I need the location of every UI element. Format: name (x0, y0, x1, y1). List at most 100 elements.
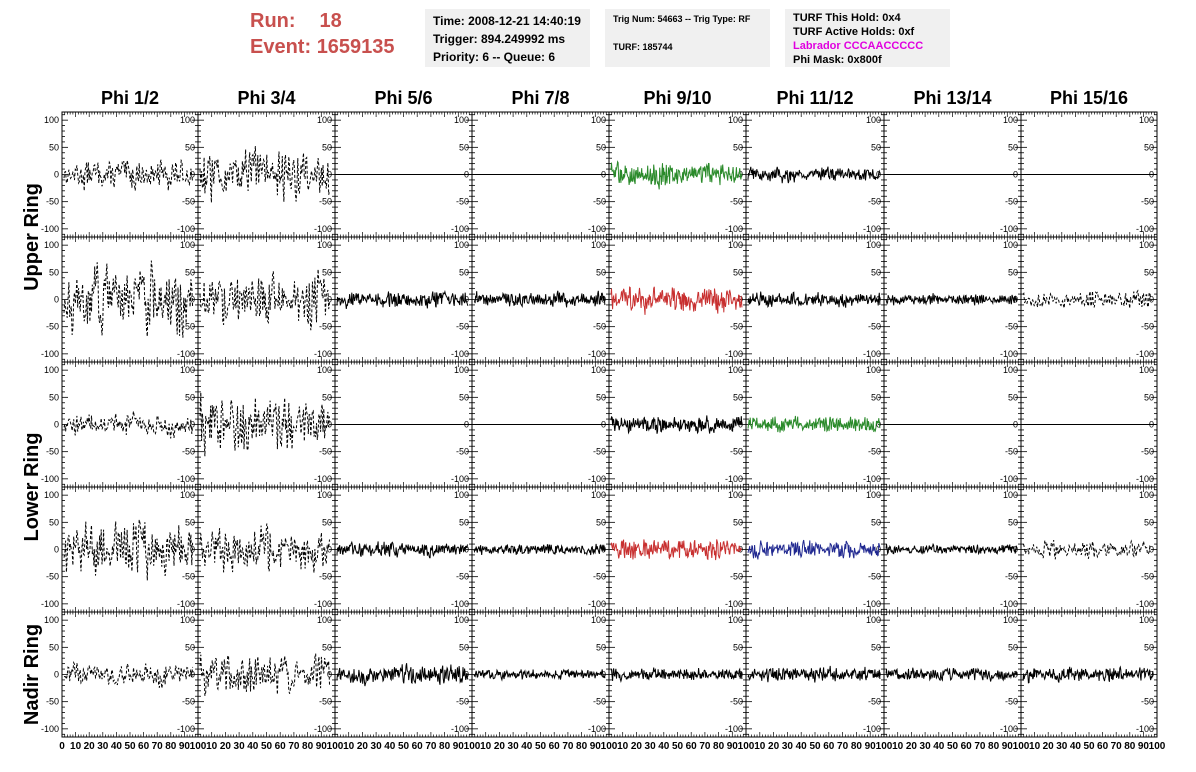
y-tick-label: 100 (1139, 490, 1154, 500)
y-tick-label: 50 (49, 392, 59, 402)
y-tick-label: -100 (314, 599, 332, 609)
y-tick-label: 100 (454, 115, 469, 125)
y-tick-label: -50 (593, 572, 606, 582)
y-tick-label: 0 (190, 420, 195, 430)
y-tick-label: -100 (314, 224, 332, 234)
y-tick-label: 100 (591, 365, 606, 375)
y-tick-label: -50 (730, 447, 743, 457)
column-label: Phi 7/8 (511, 88, 569, 108)
y-tick-label: 50 (49, 142, 59, 152)
y-tick-label: 0 (738, 420, 743, 430)
y-tick-label: 100 (317, 365, 332, 375)
y-tick-label: 50 (733, 142, 743, 152)
waveform-trace (199, 269, 330, 331)
y-tick-label: -100 (177, 474, 195, 484)
y-tick-label: -100 (588, 349, 606, 359)
trig-info-box: Trig Num: 54663 -- Trig Type: RF TURF: 1… (605, 9, 770, 67)
y-tick-label: 50 (49, 517, 59, 527)
y-tick-label: 50 (596, 142, 606, 152)
column-label: Phi 11/12 (776, 88, 853, 108)
column-label: Phi 3/4 (237, 88, 295, 108)
waveform-trace (336, 540, 469, 559)
y-tick-label: 100 (728, 490, 743, 500)
phi-mask-line: Phi Mask: 0x800f (793, 54, 882, 66)
waveform-trace (747, 539, 881, 560)
y-tick-label: -100 (177, 599, 195, 609)
y-tick-label: 100 (866, 490, 881, 500)
y-tick-label: 100 (866, 240, 881, 250)
y-tick-label: 50 (459, 267, 469, 277)
waveform-trace (1022, 289, 1152, 309)
y-tick-label: 50 (733, 392, 743, 402)
y-tick-label: -50 (319, 322, 332, 332)
y-tick-label: -100 (1136, 224, 1154, 234)
column-label: Phi 9/10 (643, 88, 711, 108)
y-tick-label: -50 (46, 197, 59, 207)
run-label: Run: (250, 10, 296, 32)
y-tick-label: 0 (54, 295, 59, 305)
turf-info-box: TURF This Hold: 0x4 TURF Active Holds: 0… (785, 9, 950, 67)
y-tick-label: -100 (863, 349, 881, 359)
y-tick-label: -100 (41, 474, 59, 484)
y-tick-label: -50 (1141, 197, 1154, 207)
y-tick-label: 50 (871, 142, 881, 152)
y-tick-label: -100 (177, 349, 195, 359)
y-tick-label: -100 (41, 349, 59, 359)
y-tick-label: -50 (182, 322, 195, 332)
y-tick-label: 0 (876, 420, 881, 430)
labrador-line: Labrador CCCAACCCCC (793, 40, 924, 52)
y-tick-label: 100 (866, 115, 881, 125)
run-event-block: Run: 18 Event: 1659135 (250, 8, 395, 60)
time-info-box: Time: 2008-12-21 14:40:19 Trigger: 894.2… (425, 9, 590, 67)
y-tick-label: -100 (314, 474, 332, 484)
y-tick-label: 50 (1144, 142, 1154, 152)
y-tick-label: 100 (1003, 115, 1018, 125)
waveform-trace (199, 392, 330, 457)
y-tick-label: 100 (866, 365, 881, 375)
y-tick-label: -50 (868, 197, 881, 207)
y-tick-label: 0 (464, 545, 469, 555)
y-tick-label: 0 (190, 170, 195, 180)
y-tick-label: 50 (1008, 517, 1018, 527)
y-tick-label: 0 (1149, 295, 1154, 305)
y-tick-label: -50 (319, 447, 332, 457)
waveform-trace (473, 543, 606, 556)
time-line: Time: 2008-12-21 14:40:19 (433, 14, 581, 28)
y-tick-label: 50 (871, 517, 881, 527)
y-tick-label: 100 (44, 115, 59, 125)
y-tick-label: 50 (459, 517, 469, 527)
y-tick-label: -100 (863, 599, 881, 609)
y-tick-label: 100 (591, 115, 606, 125)
waveform-trace (610, 415, 743, 435)
y-tick-label: 0 (738, 295, 743, 305)
y-tick-label: -50 (182, 572, 195, 582)
waveform-trace (63, 158, 194, 191)
priority-line: Priority: 6 -- Queue: 6 (433, 50, 556, 64)
y-tick-label: -50 (1005, 447, 1018, 457)
y-tick-label: -50 (593, 447, 606, 457)
y-tick-label: -100 (725, 349, 743, 359)
waveform-trace (885, 293, 1018, 306)
y-tick-label: -50 (456, 447, 469, 457)
y-tick-label: 50 (322, 267, 332, 277)
y-tick-label: 50 (1008, 392, 1018, 402)
y-tick-label: -100 (1000, 474, 1018, 484)
y-tick-label: 50 (596, 517, 606, 527)
y-tick-label: 50 (1008, 267, 1018, 277)
waveform-trace (610, 286, 743, 315)
y-tick-label: 100 (317, 490, 332, 500)
column-label: Phi 15/16 (1050, 88, 1128, 108)
y-tick-label: 50 (1144, 267, 1154, 277)
y-tick-label: -100 (725, 224, 743, 234)
